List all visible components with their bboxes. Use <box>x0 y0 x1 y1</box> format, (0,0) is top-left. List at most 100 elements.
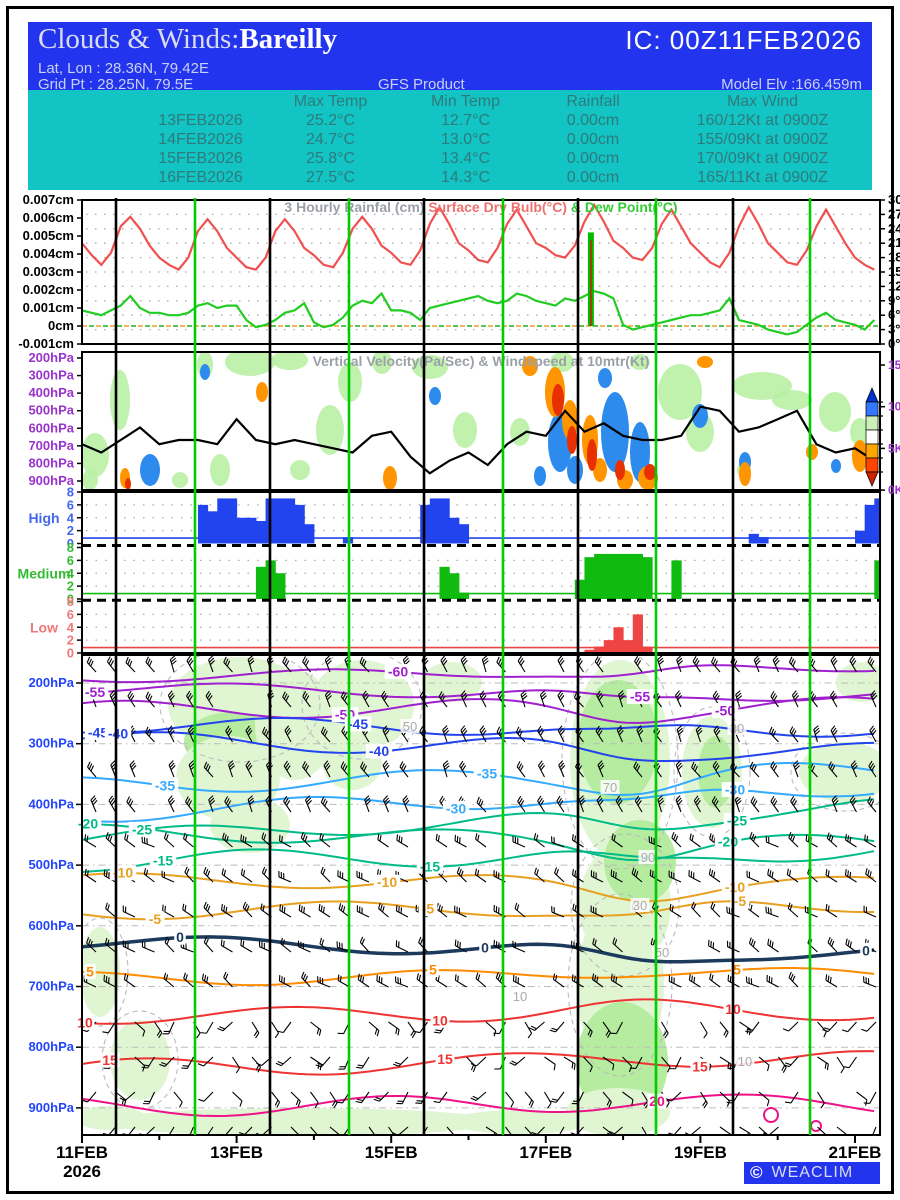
svg-text:400hPa: 400hPa <box>28 796 74 811</box>
header-row-title: Clouds & Winds:Bareilly IC: 00Z11FEB2026 <box>38 22 862 56</box>
table-cell: 27.5°C <box>305 168 356 186</box>
svg-text:-5: -5 <box>149 911 162 927</box>
svg-text:-35: -35 <box>477 765 497 781</box>
table-cell: 25.8°C <box>305 149 356 167</box>
svg-text:8: 8 <box>67 485 74 500</box>
logo-text: WEACLIM <box>771 1164 854 1181</box>
svg-text:3°C: 3°C <box>888 322 900 337</box>
svg-text:700hPa: 700hPa <box>28 979 74 994</box>
svg-text:600hPa: 600hPa <box>28 918 74 933</box>
svg-text:11FEB: 11FEB <box>56 1143 108 1162</box>
svg-text:5: 5 <box>733 961 741 977</box>
table-cell: 155/09Kt at 0900Z <box>696 130 829 148</box>
header-row-grid: Grid Pt : 28.25N, 79.5E GFS Product Mode… <box>38 76 862 93</box>
svg-text:Medium: Medium <box>18 565 71 581</box>
svg-text:10: 10 <box>513 989 527 1004</box>
svg-text:0.002cm: 0.002cm <box>23 282 74 297</box>
svg-text:12°C: 12°C <box>888 278 900 293</box>
header: Clouds & Winds:Bareilly IC: 00Z11FEB2026… <box>28 22 872 93</box>
svg-text:0.006cm: 0.006cm <box>23 210 74 225</box>
table-row: 15FEB2026 25.8°C 13.4°C 0.00cm 170/09Kt at 0… <box>28 149 872 168</box>
table-cell: 0.00cm <box>566 130 620 148</box>
svg-text:-45: -45 <box>88 725 108 741</box>
svg-text:90: 90 <box>641 850 655 865</box>
svg-text:-5: -5 <box>734 893 747 909</box>
svg-text:9°C: 9°C <box>888 293 900 308</box>
svg-text:0.004cm: 0.004cm <box>23 246 74 261</box>
table-cell: 13FEB2026 <box>158 111 243 129</box>
svg-text:15FEB: 15FEB <box>365 1143 418 1162</box>
table-cell: Max Temp <box>293 92 368 110</box>
product-label: GFS Product <box>378 76 465 93</box>
table-row: 16FEB2026 27.5°C 14.3°C 0.00cm 165/11Kt at 0… <box>28 168 872 187</box>
vertical-velocity-panel: 200hPa 300hPa 400hPa 500hPa 600hPa 700hPa 800h… <box>28 350 900 497</box>
table-cell: 170/09Kt at 0900Z <box>696 149 829 167</box>
svg-text:10: 10 <box>432 1012 448 1028</box>
forecast-table: Max Temp Min Temp Rainfall Max Wind 13FEB202… <box>28 90 872 190</box>
svg-text:900hPa: 900hPa <box>28 473 74 488</box>
svg-text:900hPa: 900hPa <box>28 1100 74 1115</box>
copyright-icon: © <box>750 1163 764 1182</box>
outer-frame <box>6 6 894 1194</box>
svg-text:18°C: 18°C <box>888 250 900 265</box>
table-cell: 24.7°C <box>305 130 356 148</box>
x-axis: 11FEB 13FEB 15FEB 17FEB 19FEB 21FEB 2026 <box>56 1135 881 1181</box>
svg-text:-0.001cm: -0.001cm <box>18 336 74 351</box>
svg-text:10Kt: 10Kt <box>888 400 900 414</box>
svg-text:15: 15 <box>692 1058 708 1074</box>
svg-text:300hPa: 300hPa <box>28 368 74 383</box>
lat-lon-label: Lat, Lon : 28.36N, 79.42E <box>38 60 209 77</box>
model-elevation-label: Model Elv :166.459m <box>721 76 862 93</box>
svg-text:3 Hourly Rainfal (cm) Surface: 3 Hourly Rainfal (cm) Surface Dry Bulb(°… <box>284 199 677 215</box>
svg-text:-60: -60 <box>388 664 408 680</box>
svg-text:0: 0 <box>67 536 74 551</box>
svg-text:15°C: 15°C <box>888 264 900 279</box>
svg-text:21FEB: 21FEB <box>829 1143 882 1162</box>
svg-text:-20: -20 <box>718 834 738 850</box>
svg-text:-55: -55 <box>630 689 650 705</box>
table-cell: Max Wind <box>726 92 799 110</box>
svg-text:0.005cm: 0.005cm <box>23 228 74 243</box>
table-cell: 0.00cm <box>566 111 620 129</box>
svg-text:4: 4 <box>67 620 75 635</box>
svg-text:70: 70 <box>603 780 617 795</box>
svg-text:13FEB: 13FEB <box>210 1143 263 1162</box>
table-cell: 13.4°C <box>440 149 491 167</box>
logo-badge: © WEACLIM <box>744 1162 880 1184</box>
page-title: Clouds & Winds:Bareilly <box>38 23 337 56</box>
svg-text:500hPa: 500hPa <box>28 857 74 872</box>
svg-text:8: 8 <box>67 540 74 555</box>
table-cell: 16FEB2026 <box>158 168 243 186</box>
table-cell: 0.00cm <box>566 168 620 186</box>
svg-text:-10: -10 <box>725 879 745 895</box>
svg-text:-25: -25 <box>727 813 747 829</box>
table-cell: 160/12Kt at 0900Z <box>696 111 829 129</box>
svg-text:-50: -50 <box>715 703 735 719</box>
svg-text:0: 0 <box>67 646 74 661</box>
svg-text:30°C: 30°C <box>888 192 900 207</box>
svg-text:200hPa: 200hPa <box>28 675 74 690</box>
svg-text:27°C: 27°C <box>888 206 900 221</box>
table-cell: Min Temp <box>430 92 501 110</box>
velocity-scale-legend <box>865 387 883 487</box>
svg-text:4: 4 <box>67 510 75 525</box>
svg-text:10: 10 <box>738 1054 752 1069</box>
svg-text:-30: -30 <box>446 800 466 816</box>
svg-text:6°C: 6°C <box>888 307 900 322</box>
table-cell: 12.7°C <box>440 111 491 129</box>
svg-text:200hPa: 200hPa <box>28 350 74 365</box>
svg-text:5: 5 <box>429 962 437 978</box>
svg-text:2: 2 <box>67 523 74 538</box>
table-cell: 165/11Kt at 0900Z <box>697 168 828 186</box>
svg-text:800hPa: 800hPa <box>28 1039 74 1054</box>
svg-text:400hPa: 400hPa <box>28 385 74 400</box>
svg-text:2: 2 <box>67 633 74 648</box>
svg-text:2026: 2026 <box>63 1162 101 1181</box>
svg-text:0: 0 <box>481 939 489 955</box>
svg-text:-40: -40 <box>369 743 389 759</box>
svg-text:Vertical Velocity(Pa/Sec) & Wi: Vertical Velocity(Pa/Sec) & Windspeed at… <box>313 353 650 369</box>
svg-text:30: 30 <box>633 898 647 913</box>
svg-text:-15: -15 <box>153 852 173 868</box>
